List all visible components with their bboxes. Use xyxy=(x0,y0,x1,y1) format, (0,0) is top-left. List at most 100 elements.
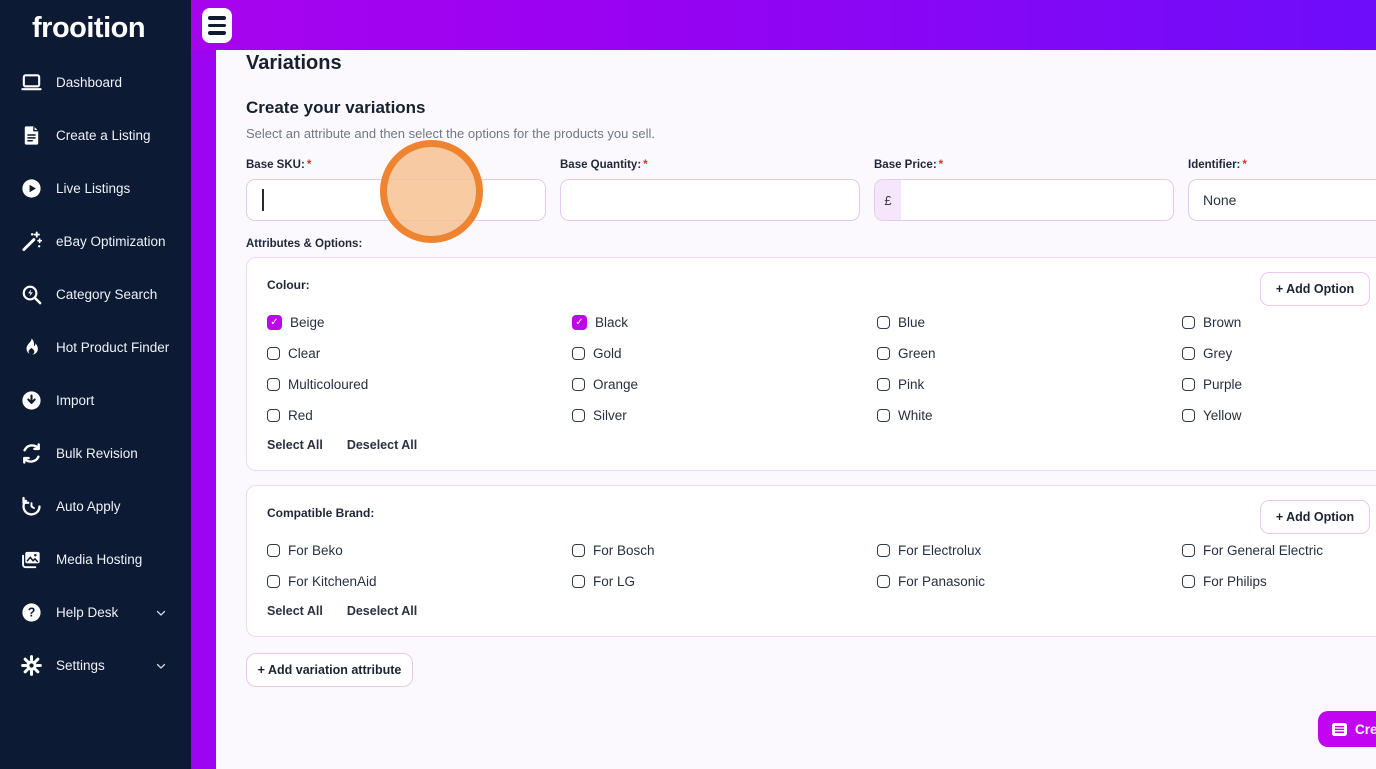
checkbox[interactable] xyxy=(877,347,890,360)
checkbox-label: Purple xyxy=(1203,377,1243,392)
accent-strip xyxy=(191,0,216,769)
checkbox-option[interactable]: For KitchenAid xyxy=(267,574,377,589)
deselect-all-link[interactable]: Deselect All xyxy=(346,438,418,452)
base-price-input[interactable]: £ xyxy=(874,179,1174,221)
text-caret xyxy=(262,189,264,211)
checkbox[interactable] xyxy=(267,575,280,588)
checkbox-option[interactable]: Clear xyxy=(267,346,320,361)
checkbox-option[interactable]: ✓ Black xyxy=(572,315,628,330)
checkbox[interactable] xyxy=(572,544,585,557)
sidebar-item-live-listings[interactable]: Live Listings xyxy=(0,162,191,215)
checkbox-label: For Panasonic xyxy=(898,574,986,589)
add-option-button[interactable]: + Add Option xyxy=(1260,272,1370,306)
checkbox-label: For Electrolux xyxy=(898,543,982,558)
sidebar-item-settings[interactable]: Settings xyxy=(0,639,191,692)
checkbox-label: Red xyxy=(288,408,313,423)
checkbox-label: Clear xyxy=(288,346,321,361)
select-all-link[interactable]: Select All xyxy=(267,604,323,618)
sidebar-item-ebay-optimization[interactable]: eBay Optimization xyxy=(0,215,191,268)
attributes-options-label: Attributes & Options: xyxy=(246,238,363,250)
document-icon xyxy=(24,126,39,145)
required-mark: * xyxy=(938,159,944,171)
add-variation-attribute-button[interactable]: + Add variation attribute xyxy=(246,653,413,687)
sidebar-item-auto-apply[interactable]: Auto Apply xyxy=(0,480,191,533)
checkbox[interactable] xyxy=(572,575,585,588)
select-all-link[interactable]: Select All xyxy=(267,438,323,452)
checkbox[interactable] xyxy=(877,409,890,422)
checkbox[interactable] xyxy=(877,575,890,588)
sidebar-item-media-hosting[interactable]: Media Hosting xyxy=(0,533,191,586)
checkbox[interactable] xyxy=(267,378,280,391)
sidebar-item-create-a-listing[interactable]: Create a Listing xyxy=(0,109,191,162)
checkbox[interactable] xyxy=(267,409,280,422)
checkbox-option[interactable]: For Electrolux xyxy=(877,543,981,558)
checkbox-option[interactable]: Yellow xyxy=(1182,408,1242,423)
checkbox[interactable] xyxy=(1182,409,1195,422)
checkbox[interactable] xyxy=(572,378,585,391)
checkbox-option[interactable]: Multicoloured xyxy=(267,377,368,392)
checkbox[interactable] xyxy=(877,544,890,557)
checkbox-option[interactable]: Orange xyxy=(572,377,638,392)
checkbox-option[interactable]: Pink xyxy=(877,377,924,392)
sidebar-item-bulk-revision[interactable]: Bulk Revision xyxy=(0,427,191,480)
add-option-button[interactable]: + Add Option xyxy=(1260,500,1370,534)
checkbox-option[interactable]: For LG xyxy=(572,574,635,589)
download-circle-icon xyxy=(22,391,41,410)
checkbox[interactable] xyxy=(267,347,280,360)
checkbox-option[interactable]: Red xyxy=(267,408,313,423)
base-sku-input[interactable] xyxy=(246,179,546,221)
checkbox-option[interactable]: Grey xyxy=(1182,346,1232,361)
checkbox-option[interactable]: For Beko xyxy=(267,543,343,558)
checkbox-option[interactable]: Brown xyxy=(1182,315,1241,330)
checkbox[interactable]: ✓ xyxy=(267,315,282,330)
checkbox-option[interactable]: For Philips xyxy=(1182,574,1267,589)
identifier-select[interactable]: None xyxy=(1188,179,1376,221)
checkbox[interactable] xyxy=(877,316,890,329)
checkbox-option[interactable]: Silver xyxy=(572,408,627,423)
sidebar-item-hot-product-finder[interactable]: Hot Product Finder xyxy=(0,321,191,374)
deselect-all-link[interactable]: Deselect All xyxy=(346,604,418,618)
checkbox-option[interactable]: Green xyxy=(877,346,936,361)
checkbox[interactable] xyxy=(1182,575,1195,588)
attribute-cards: Colour: + Add Option ✓ Beige ✓ Black Blu… xyxy=(246,257,1376,637)
identifier-field: Identifier: * None xyxy=(1188,159,1376,221)
base-quantity-input[interactable] xyxy=(560,179,860,221)
required-mark: * xyxy=(1242,159,1247,171)
list-icon xyxy=(1332,722,1347,736)
checkbox[interactable]: ✓ xyxy=(572,315,587,330)
sidebar-item-import[interactable]: Import xyxy=(0,374,191,427)
checkbox-label: Brown xyxy=(1203,315,1242,330)
checkbox[interactable] xyxy=(1182,347,1195,360)
required-mark: * xyxy=(306,159,312,171)
checkbox-option[interactable]: ✓ Beige xyxy=(267,315,325,330)
sidebar-item-dashboard[interactable]: Dashboard xyxy=(0,56,191,109)
base-quantity-field: Base Quantity: * xyxy=(560,159,860,221)
magic-wand-icon xyxy=(22,231,43,252)
checkbox[interactable] xyxy=(1182,378,1195,391)
checkbox-option[interactable]: White xyxy=(877,408,933,423)
checkbox[interactable] xyxy=(1182,544,1195,557)
checkbox-option[interactable]: Purple xyxy=(1182,377,1242,392)
sidebar: frooition Dashboard Create a Listing Liv… xyxy=(0,0,191,769)
checkbox[interactable] xyxy=(1182,316,1195,329)
sidebar-item-help-desk[interactable]: ? Help Desk xyxy=(0,586,191,639)
checkbox-option[interactable]: Gold xyxy=(572,346,622,361)
checkbox-option[interactable]: For Bosch xyxy=(572,543,655,558)
checkbox-option[interactable]: For General Electric xyxy=(1182,543,1323,558)
sidebar-item-category-search[interactable]: Category Search xyxy=(0,268,191,321)
checkbox-label: For Philips xyxy=(1203,574,1267,589)
hamburger-menu-button[interactable] xyxy=(202,8,232,43)
create-variations-button[interactable]: Cre xyxy=(1318,711,1376,747)
checkbox[interactable] xyxy=(267,544,280,557)
checkbox-option[interactable]: Blue xyxy=(877,315,925,330)
checkbox[interactable] xyxy=(572,409,585,422)
base-quantity-label: Base Quantity: * xyxy=(560,159,648,171)
sidebar-item-label: Dashboard xyxy=(56,75,123,90)
checkbox-label: Silver xyxy=(593,408,627,423)
checkbox[interactable] xyxy=(572,347,585,360)
base-sku-label: Base SKU: * xyxy=(246,159,312,171)
sidebar-nav: Dashboard Create a Listing Live Listings… xyxy=(0,56,191,692)
checkbox[interactable] xyxy=(877,378,890,391)
checkbox-option[interactable]: For Panasonic xyxy=(877,574,985,589)
main-content: Variations Create your variations Select… xyxy=(216,50,1376,769)
